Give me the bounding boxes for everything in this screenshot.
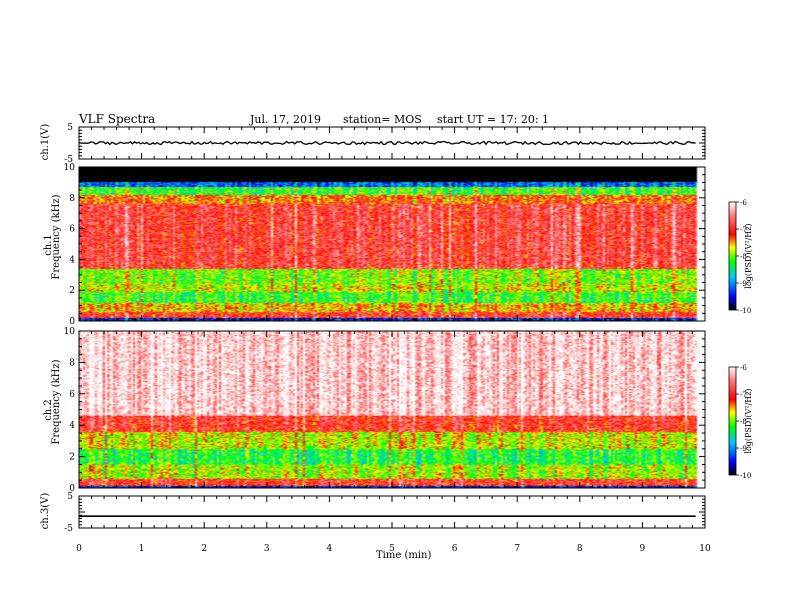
colorbar-tick-label: -6 xyxy=(740,364,747,372)
x-tick-label: 7 xyxy=(514,544,520,554)
ch1-colorbar: -6 -7 -8 -9 -10 xyxy=(728,199,751,315)
ch3-voltage-ylabel: ch.3(V) xyxy=(40,492,51,530)
ch1-spectrogram xyxy=(79,167,705,321)
ch3-voltage-y-tick-label: 5 xyxy=(67,492,73,502)
ch2-y-tick-label: 0 xyxy=(69,484,75,494)
station-label: station= MOS xyxy=(343,113,422,126)
x-tick-label: 10 xyxy=(699,544,711,554)
ch1-voltage-y-tick-label: 5 xyxy=(67,123,73,133)
x-tick-label: 9 xyxy=(640,544,646,554)
x-tick-label: 1 xyxy=(139,544,145,554)
colorbar-tick-label: -10 xyxy=(740,307,751,315)
date-label: Jul. 17, 2019 xyxy=(250,113,321,126)
ch1-spectrogram-image xyxy=(79,167,705,321)
ch1-y-tick-label: 8 xyxy=(69,194,75,204)
ch3-voltage-y-tick-label: -5 xyxy=(64,524,73,534)
colorbar-tick-label: -7 xyxy=(740,391,747,399)
start-ut-label: start UT = 17: 20: 1 xyxy=(437,113,550,126)
ch1-y-tick-label: 4 xyxy=(69,255,75,265)
ch1-freq-ylabel: Frequency (kHz) xyxy=(51,194,62,280)
ch2-colorbar-ticks: -6 -7 -8 -9 -10 xyxy=(736,364,751,480)
ch2-colorbar-ramp xyxy=(728,366,737,476)
ch1-colorbar-ramp xyxy=(728,201,737,311)
ch2-y-tick-label: 8 xyxy=(69,358,75,368)
x-tick-label: 8 xyxy=(577,544,583,554)
colorbar-tick-label: -10 xyxy=(740,472,751,480)
ch2-freq-ylabel: Frequency (kHz) xyxy=(51,359,62,445)
ch2-y-tick-label: 6 xyxy=(69,390,75,400)
ch2-spectrogram xyxy=(79,331,705,488)
figure-title: VLF Spectra xyxy=(79,112,156,126)
colorbar-tick-label: -7 xyxy=(740,226,747,234)
ch2-y-tick-label: 2 xyxy=(69,453,75,463)
ch1-voltage-trace xyxy=(78,140,696,146)
x-tick-label: 6 xyxy=(452,544,458,554)
ch1-voltage-ylabel: ch.1(V) xyxy=(40,123,51,161)
ch1-y-tick-label: 10 xyxy=(64,163,76,173)
colorbar-tick-label: -9 xyxy=(740,280,747,288)
x-tick-label: 3 xyxy=(264,544,270,554)
x-tick-label: 0 xyxy=(76,544,82,554)
ch2-colorbar: -6 -7 -8 -9 -10 xyxy=(728,364,751,480)
ch2-y-tick-label: 10 xyxy=(64,327,76,337)
ch2-colorbar-label: log(PSD)(V²/Hz) xyxy=(744,388,753,454)
ch2-spectrogram-image xyxy=(79,331,705,488)
ch1-y-tick-label: 6 xyxy=(69,225,75,235)
ch2-y-tick-label: 4 xyxy=(69,421,75,431)
x-tick-label: 2 xyxy=(201,544,207,554)
x-axis-label: Time (min) xyxy=(376,550,432,561)
ch1-colorbar-ticks: -6 -7 -8 -9 -10 xyxy=(736,199,751,315)
x-tick-label: 4 xyxy=(327,544,333,554)
colorbar-tick-label: -6 xyxy=(740,199,747,207)
ch1-y-tick-label: 2 xyxy=(69,286,75,296)
colorbar-tick-label: -9 xyxy=(740,445,747,453)
ch1-voltage-y-tick-label: -5 xyxy=(64,155,73,165)
x-tick-label: 5 xyxy=(389,544,395,554)
axis-ticks xyxy=(78,126,706,529)
ch1-colorbar-label: log(PSD)(V²/Hz) xyxy=(744,223,753,289)
ch1-y-tick-label: 0 xyxy=(69,317,75,327)
colorbar-tick-label: -8 xyxy=(740,253,747,261)
colorbar-tick-label: -8 xyxy=(740,418,747,426)
